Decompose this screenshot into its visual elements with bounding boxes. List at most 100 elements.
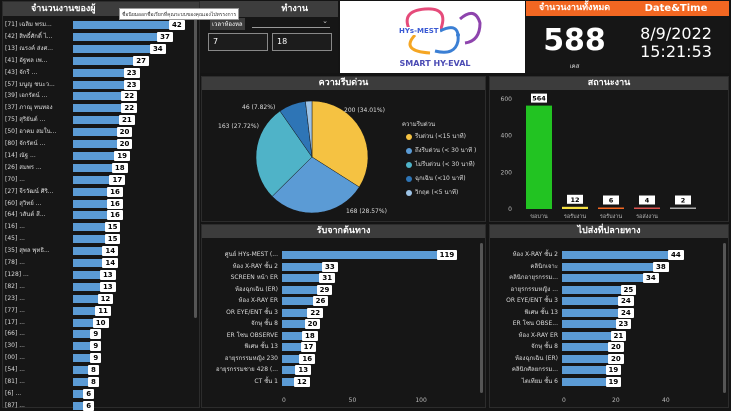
route-row[interactable]: อายุรกรรมหญิง ... 25 — [492, 284, 708, 295]
route-row[interactable]: ห้องฉุกเฉิน (ER) 29 — [204, 284, 478, 295]
staff-row[interactable]: [23] ... 12 — [3, 293, 193, 304]
route-row[interactable]: จักษุ ชั้น 8 20 — [204, 318, 478, 329]
staff-row[interactable]: [41] อัฐพล เพ... 27 — [3, 55, 193, 66]
route-row[interactable]: OR EYE/ENT ชั้น 3 24 — [492, 295, 708, 306]
route-label: ห้องฉุกเฉิน (ER) — [515, 354, 558, 362]
staff-row[interactable]: [81] ... 8 — [3, 376, 193, 387]
staff-row[interactable]: [57] มนูญ ชนะว... 23 — [3, 79, 193, 90]
staff-bar — [73, 163, 116, 172]
status-bar[interactable] — [526, 105, 552, 209]
staff-row[interactable]: [37] ภาณุ ทนทอง 22 — [3, 102, 193, 114]
legend-item[interactable]: ถึงรีบด่วน (< 30 นาที ) — [406, 145, 476, 155]
staff-row[interactable]: [82] ... 13 — [3, 281, 193, 292]
route-label: ห้อง X-RAY ชั้น 2 — [232, 262, 278, 270]
legend-item[interactable]: ไม่รีบด่วน (< 30 นาที) — [406, 159, 475, 169]
route-row[interactable]: CT ชั้น 1 12 — [204, 376, 478, 387]
route-row[interactable]: พิเศษ ชั้น 13 24 — [492, 307, 708, 318]
staff-row[interactable]: [128] ... 13 — [3, 269, 193, 280]
staff-row[interactable]: [78] ... 14 — [3, 257, 193, 268]
destination-scrollbar[interactable] — [723, 243, 726, 393]
staff-row[interactable]: [17] ... 10 — [3, 317, 193, 328]
staff-row[interactable]: [35] สุพล พุทธิ... 14 — [3, 245, 193, 257]
route-label: คลินิกอายุรกรรม... — [509, 274, 558, 281]
pie-slice[interactable] — [311, 100, 369, 188]
current-date: 8/9/2022 — [640, 24, 712, 43]
route-row[interactable]: จักษุ ชั้น 8 20 — [492, 341, 708, 352]
staff-row[interactable]: [87] ... 6 — [3, 400, 193, 411]
staff-row[interactable]: [27] จีรวัฒน์ ศิริ... 16 — [3, 186, 193, 197]
route-row[interactable]: ห้องฉุกเฉิน (ER) 20 — [492, 353, 708, 364]
route-bar — [282, 331, 306, 340]
staff-row[interactable]: [43] จักรี ... 23 — [3, 67, 193, 78]
status-bar[interactable] — [598, 207, 624, 210]
route-row[interactable]: ศูนย์ HYs-MEST (... 119 — [204, 249, 478, 260]
filter-dropdown[interactable]: ⌄ — [252, 17, 330, 28]
staff-row[interactable]: [77] ... 11 — [3, 305, 193, 316]
route-row[interactable]: ห้อง X-RAY ชั้น 2 44 — [492, 249, 708, 260]
staff-bar — [73, 294, 102, 303]
staff-row[interactable]: [71] เฉลิม พรม... 42 — [3, 19, 193, 30]
end-hour-input[interactable]: 18 — [272, 33, 332, 51]
legend-item[interactable]: วิกฤต (<5 นาที) — [406, 187, 458, 197]
legend-item[interactable]: รีบด่วน (<15 นาที) — [406, 131, 466, 141]
staff-row[interactable]: [66] ... 9 — [3, 328, 193, 340]
staff-row[interactable]: [16] ... 15 — [3, 221, 193, 233]
staff-row[interactable]: [13] ณรงค์ ส่งศ... 34 — [3, 43, 193, 54]
route-row[interactable]: อายุรกรรมหญิง 230 16 — [204, 353, 478, 364]
route-bar — [562, 297, 622, 305]
route-row[interactable]: อายุรกรรมชาย 428 (... 13 — [204, 364, 478, 375]
staff-row[interactable]: [75] สุริยันต์ ... 21 — [3, 114, 193, 126]
route-value: 119 — [436, 250, 458, 260]
staff-row[interactable]: [6] ... 6 — [3, 388, 193, 399]
staff-row[interactable]: [42] สิทธิ์ศักดิ์ ไ... 37 — [3, 31, 193, 42]
staff-row[interactable]: [50] อาคม สมใน... 20 — [3, 126, 193, 138]
route-row[interactable]: SCREEN หน้า ER 31 — [204, 272, 478, 283]
status-y-tick: 0 — [508, 206, 512, 213]
staff-row[interactable]: [14] ณัฐ ... 19 — [3, 150, 193, 161]
route-value: 13 — [295, 365, 312, 375]
staff-row[interactable]: [26] สมพร ... 18 — [3, 162, 193, 173]
staff-row[interactable]: [70] ... 17 — [3, 174, 193, 185]
route-row[interactable]: OR EYE/ENT ชั้น 3 22 — [204, 307, 478, 318]
start-hour-input[interactable]: 7 — [208, 33, 268, 51]
pie-slice[interactable] — [255, 110, 313, 197]
status-bar[interactable] — [670, 207, 696, 210]
pie-slice-label: 46 (7.82%) — [242, 104, 276, 111]
staff-name: [14] ณัฐ ... — [5, 151, 36, 159]
route-row[interactable]: ห้อง X-RAY ER 21 — [492, 330, 708, 341]
route-row[interactable]: ER โซน OBSE... 23 — [492, 318, 708, 329]
staff-row[interactable]: [64] วสันต์ สี... 16 — [3, 209, 193, 221]
pie-slice[interactable] — [305, 100, 313, 158]
route-label: จักษุ ชั้น 8 — [531, 343, 558, 350]
route-row[interactable]: คลินิกศัลยกรรม... 19 — [492, 364, 708, 375]
left-scrollbar[interactable] — [194, 18, 197, 318]
staff-bar — [73, 187, 112, 196]
staff-row[interactable]: [45] ... 15 — [3, 233, 193, 245]
staff-row[interactable]: [60] สุวิทย์ ... 16 — [3, 198, 193, 209]
staff-name: [17] ... — [5, 318, 25, 326]
status-bar[interactable] — [634, 207, 660, 210]
route-row[interactable]: คลินิกอายุรกรรม... 34 — [492, 272, 708, 283]
route-row[interactable]: คลินิกเจาะ 38 — [492, 261, 708, 272]
staff-name: [26] สมพร ... — [5, 163, 42, 171]
staff-row[interactable]: [00] ... 9 — [3, 352, 193, 364]
staff-row[interactable]: [54] ... 8 — [3, 364, 193, 376]
staff-name: [6] ... — [5, 389, 22, 397]
route-bar — [282, 366, 300, 374]
source-scrollbar[interactable] — [480, 243, 483, 393]
staff-row[interactable]: [30] ... 9 — [3, 340, 193, 352]
x-axis-tick: 100 — [415, 397, 427, 404]
source-title: รับจากต้นทาง — [202, 225, 485, 238]
route-row[interactable]: ห้อง X-RAY ชั้น 2 33 — [204, 261, 478, 272]
route-row[interactable]: ห้อง X-RAY ER 26 — [204, 295, 478, 306]
route-row[interactable]: ER โซน OBSERVE 18 — [204, 330, 478, 341]
staff-row[interactable]: [80] จักรัตน์ ... 20 — [3, 138, 193, 149]
staff-row[interactable]: [39] เอกรัตน์ ... 22 — [3, 90, 193, 102]
pie-slice[interactable] — [271, 156, 360, 214]
staff-count: 11 — [95, 305, 111, 316]
status-bar[interactable] — [562, 206, 588, 209]
legend-item[interactable]: ฉุกเฉิน (<10 นาที) — [406, 173, 466, 183]
route-row[interactable]: ไตเทียม ชั้น 6 19 — [492, 376, 708, 387]
route-bar — [562, 354, 612, 363]
route-row[interactable]: พิเศษ ชั้น 13 17 — [204, 341, 478, 352]
